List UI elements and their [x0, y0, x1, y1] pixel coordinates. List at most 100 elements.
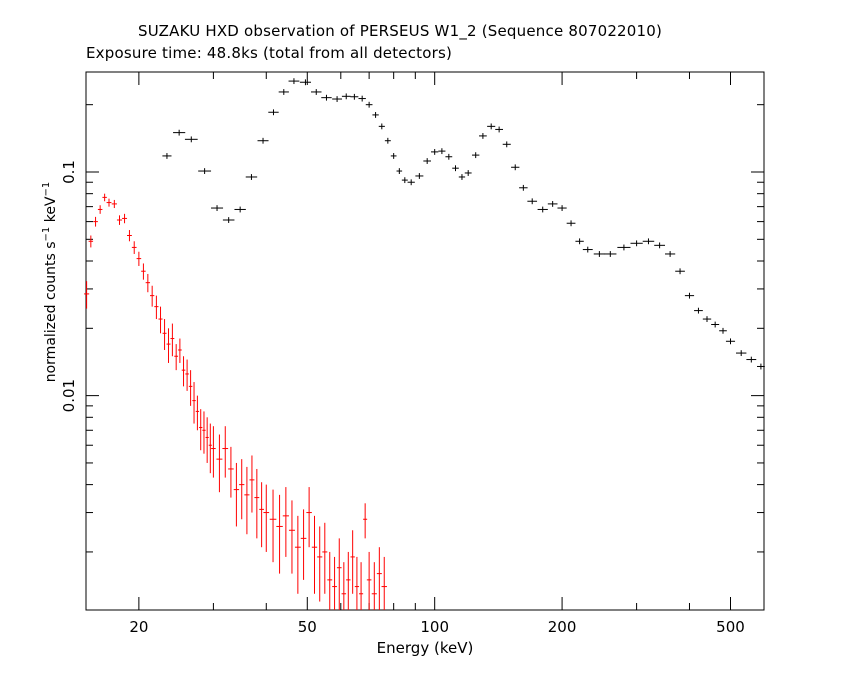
data-point: [288, 500, 295, 574]
axis-tick-labels: 20 50 100 200 500 0.01 0.1: [60, 160, 745, 636]
data-point: [321, 94, 332, 101]
data-point: [372, 112, 379, 118]
data-point: [222, 426, 229, 478]
x-axis-label: Energy (keV): [376, 639, 474, 657]
plot-frame: [85, 71, 765, 611]
data-point: [582, 246, 593, 253]
data-point: [173, 129, 186, 136]
chart-title: SUZAKU HXD observation of PERSEUS W1_2 (…: [138, 22, 663, 40]
data-point: [332, 96, 343, 102]
data-point: [216, 434, 223, 493]
data-point: [359, 562, 364, 610]
data-point: [684, 292, 695, 299]
data-point: [431, 149, 439, 155]
data-point: [195, 395, 200, 431]
data-point: [746, 356, 757, 363]
data-point: [390, 153, 397, 159]
data-point: [228, 446, 234, 498]
data-point: [299, 79, 312, 86]
data-point: [127, 230, 132, 242]
data-point: [150, 285, 155, 307]
data-point: [310, 89, 322, 95]
data-point: [332, 556, 337, 610]
data-point: [111, 199, 117, 209]
data-point: [131, 241, 137, 254]
data-point: [341, 93, 351, 100]
data-point: [268, 109, 279, 116]
data-point: [198, 168, 212, 174]
data-point: [170, 323, 175, 357]
data-point: [341, 562, 347, 610]
y-axis-label-exponent-1: −1: [41, 226, 52, 242]
data-point: [511, 164, 520, 171]
data-point: [88, 235, 94, 248]
data-point: [396, 168, 403, 174]
y-axis-label-base: normalized counts s: [43, 241, 59, 383]
data-point: [593, 251, 606, 257]
data-point: [415, 173, 424, 179]
data-point: [257, 137, 269, 144]
data-point: [199, 409, 203, 451]
data-point: [527, 198, 538, 205]
y-tick-label: 0.1: [60, 160, 78, 184]
data-point: [311, 515, 318, 594]
series-1: [162, 78, 765, 370]
data-point: [249, 455, 255, 513]
data-point: [479, 133, 487, 139]
axis-ticks: [86, 72, 765, 610]
data-point: [306, 487, 312, 548]
data-point: [202, 411, 206, 454]
data-point: [423, 158, 432, 164]
data-point: [346, 551, 351, 610]
data-point: [472, 152, 480, 159]
data-point: [276, 494, 283, 574]
data-point: [354, 556, 360, 610]
data-point: [358, 95, 366, 102]
x-tick-label: 200: [548, 618, 577, 636]
data-point: [145, 273, 151, 293]
data-point: [630, 240, 643, 247]
data-point: [102, 193, 107, 202]
data-point: [93, 216, 98, 227]
data-point: [211, 205, 224, 211]
data-point: [244, 466, 250, 535]
data-point: [245, 174, 258, 180]
data-point: [384, 137, 391, 144]
data-point: [233, 462, 240, 527]
data-point: [495, 126, 504, 133]
data-point: [519, 184, 528, 191]
data-point: [537, 206, 548, 213]
data-point: [381, 556, 387, 610]
data-point: [350, 530, 355, 594]
y-tick-label: 0.01: [60, 379, 78, 412]
data-point: [205, 417, 209, 463]
data-point: [452, 165, 459, 172]
data-point: [654, 242, 666, 249]
data-point: [365, 101, 373, 108]
data-point: [366, 551, 372, 610]
series-0: [84, 193, 387, 610]
data-point: [327, 551, 333, 610]
data-point: [278, 89, 289, 95]
data-point: [158, 306, 163, 334]
data-point: [363, 503, 368, 539]
data-point: [122, 213, 128, 224]
data-point: [438, 148, 446, 155]
x-tick-label: 100: [420, 618, 449, 636]
data-point: [502, 141, 511, 148]
data-point: [735, 350, 747, 357]
data-point: [719, 327, 727, 334]
data-point: [725, 338, 736, 345]
y-axis-label: normalized counts s−1 keV−1: [41, 182, 59, 383]
data-point: [154, 295, 159, 320]
data-point: [407, 179, 415, 186]
data-series: [84, 78, 765, 610]
data-point: [371, 562, 377, 610]
data-point: [188, 370, 193, 406]
data-point: [263, 484, 270, 552]
data-point: [757, 363, 765, 370]
data-point: [336, 538, 342, 610]
data-point: [566, 220, 576, 227]
